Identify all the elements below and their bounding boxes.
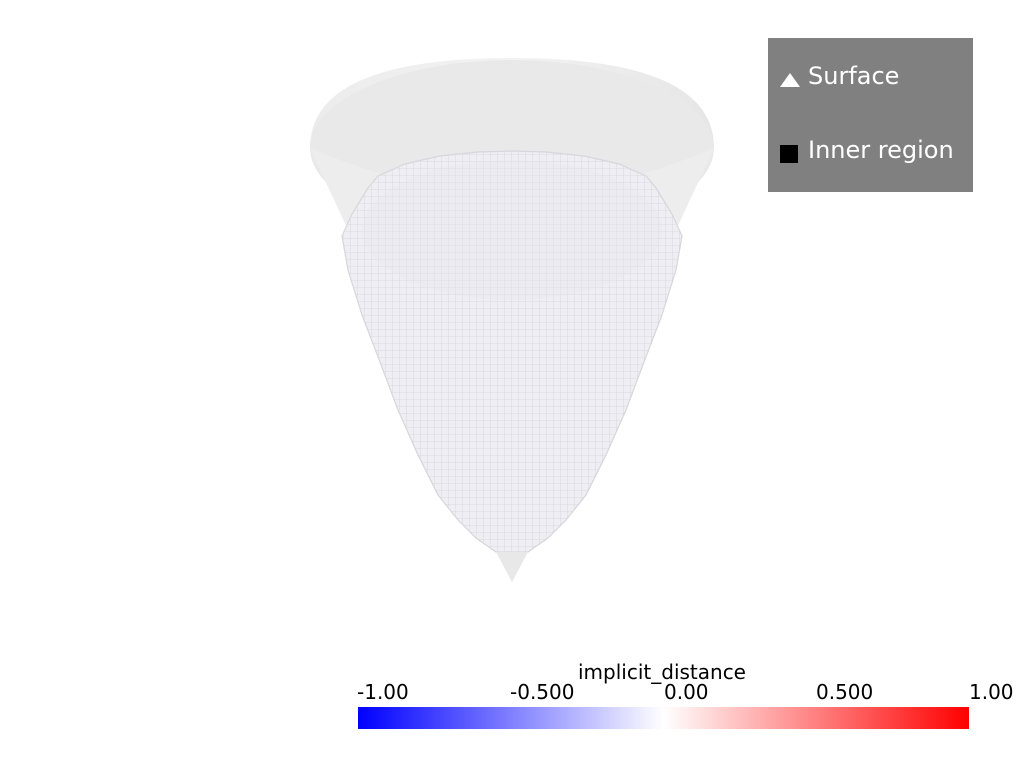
inner-region-outline <box>341 150 683 553</box>
colorbar-title: implicit_distance <box>578 660 746 684</box>
colorbar-tick-label: -1.00 <box>357 680 409 704</box>
colorbar-gradient <box>358 707 969 729</box>
colorbar-tick-label: 0.00 <box>664 680 709 704</box>
legend-label-inner-region: Inner region <box>808 136 954 164</box>
square-icon <box>778 139 800 163</box>
colorbar-tick-label: 1.00 <box>969 680 1014 704</box>
inner-region-voxels <box>342 151 682 552</box>
cone-scene <box>310 58 714 582</box>
legend-entry-inner-region: Inner region <box>778 136 954 164</box>
colorbar-tick-label: -0.500 <box>510 680 575 704</box>
triangle-icon <box>778 65 800 87</box>
colorbar-tick-label: 0.500 <box>816 680 874 704</box>
surface-cone-tip <box>496 552 528 582</box>
legend-entry-surface: Surface <box>778 62 899 90</box>
legend-label-surface: Surface <box>808 62 900 90</box>
legend-box: Surface Inner region <box>768 38 973 192</box>
